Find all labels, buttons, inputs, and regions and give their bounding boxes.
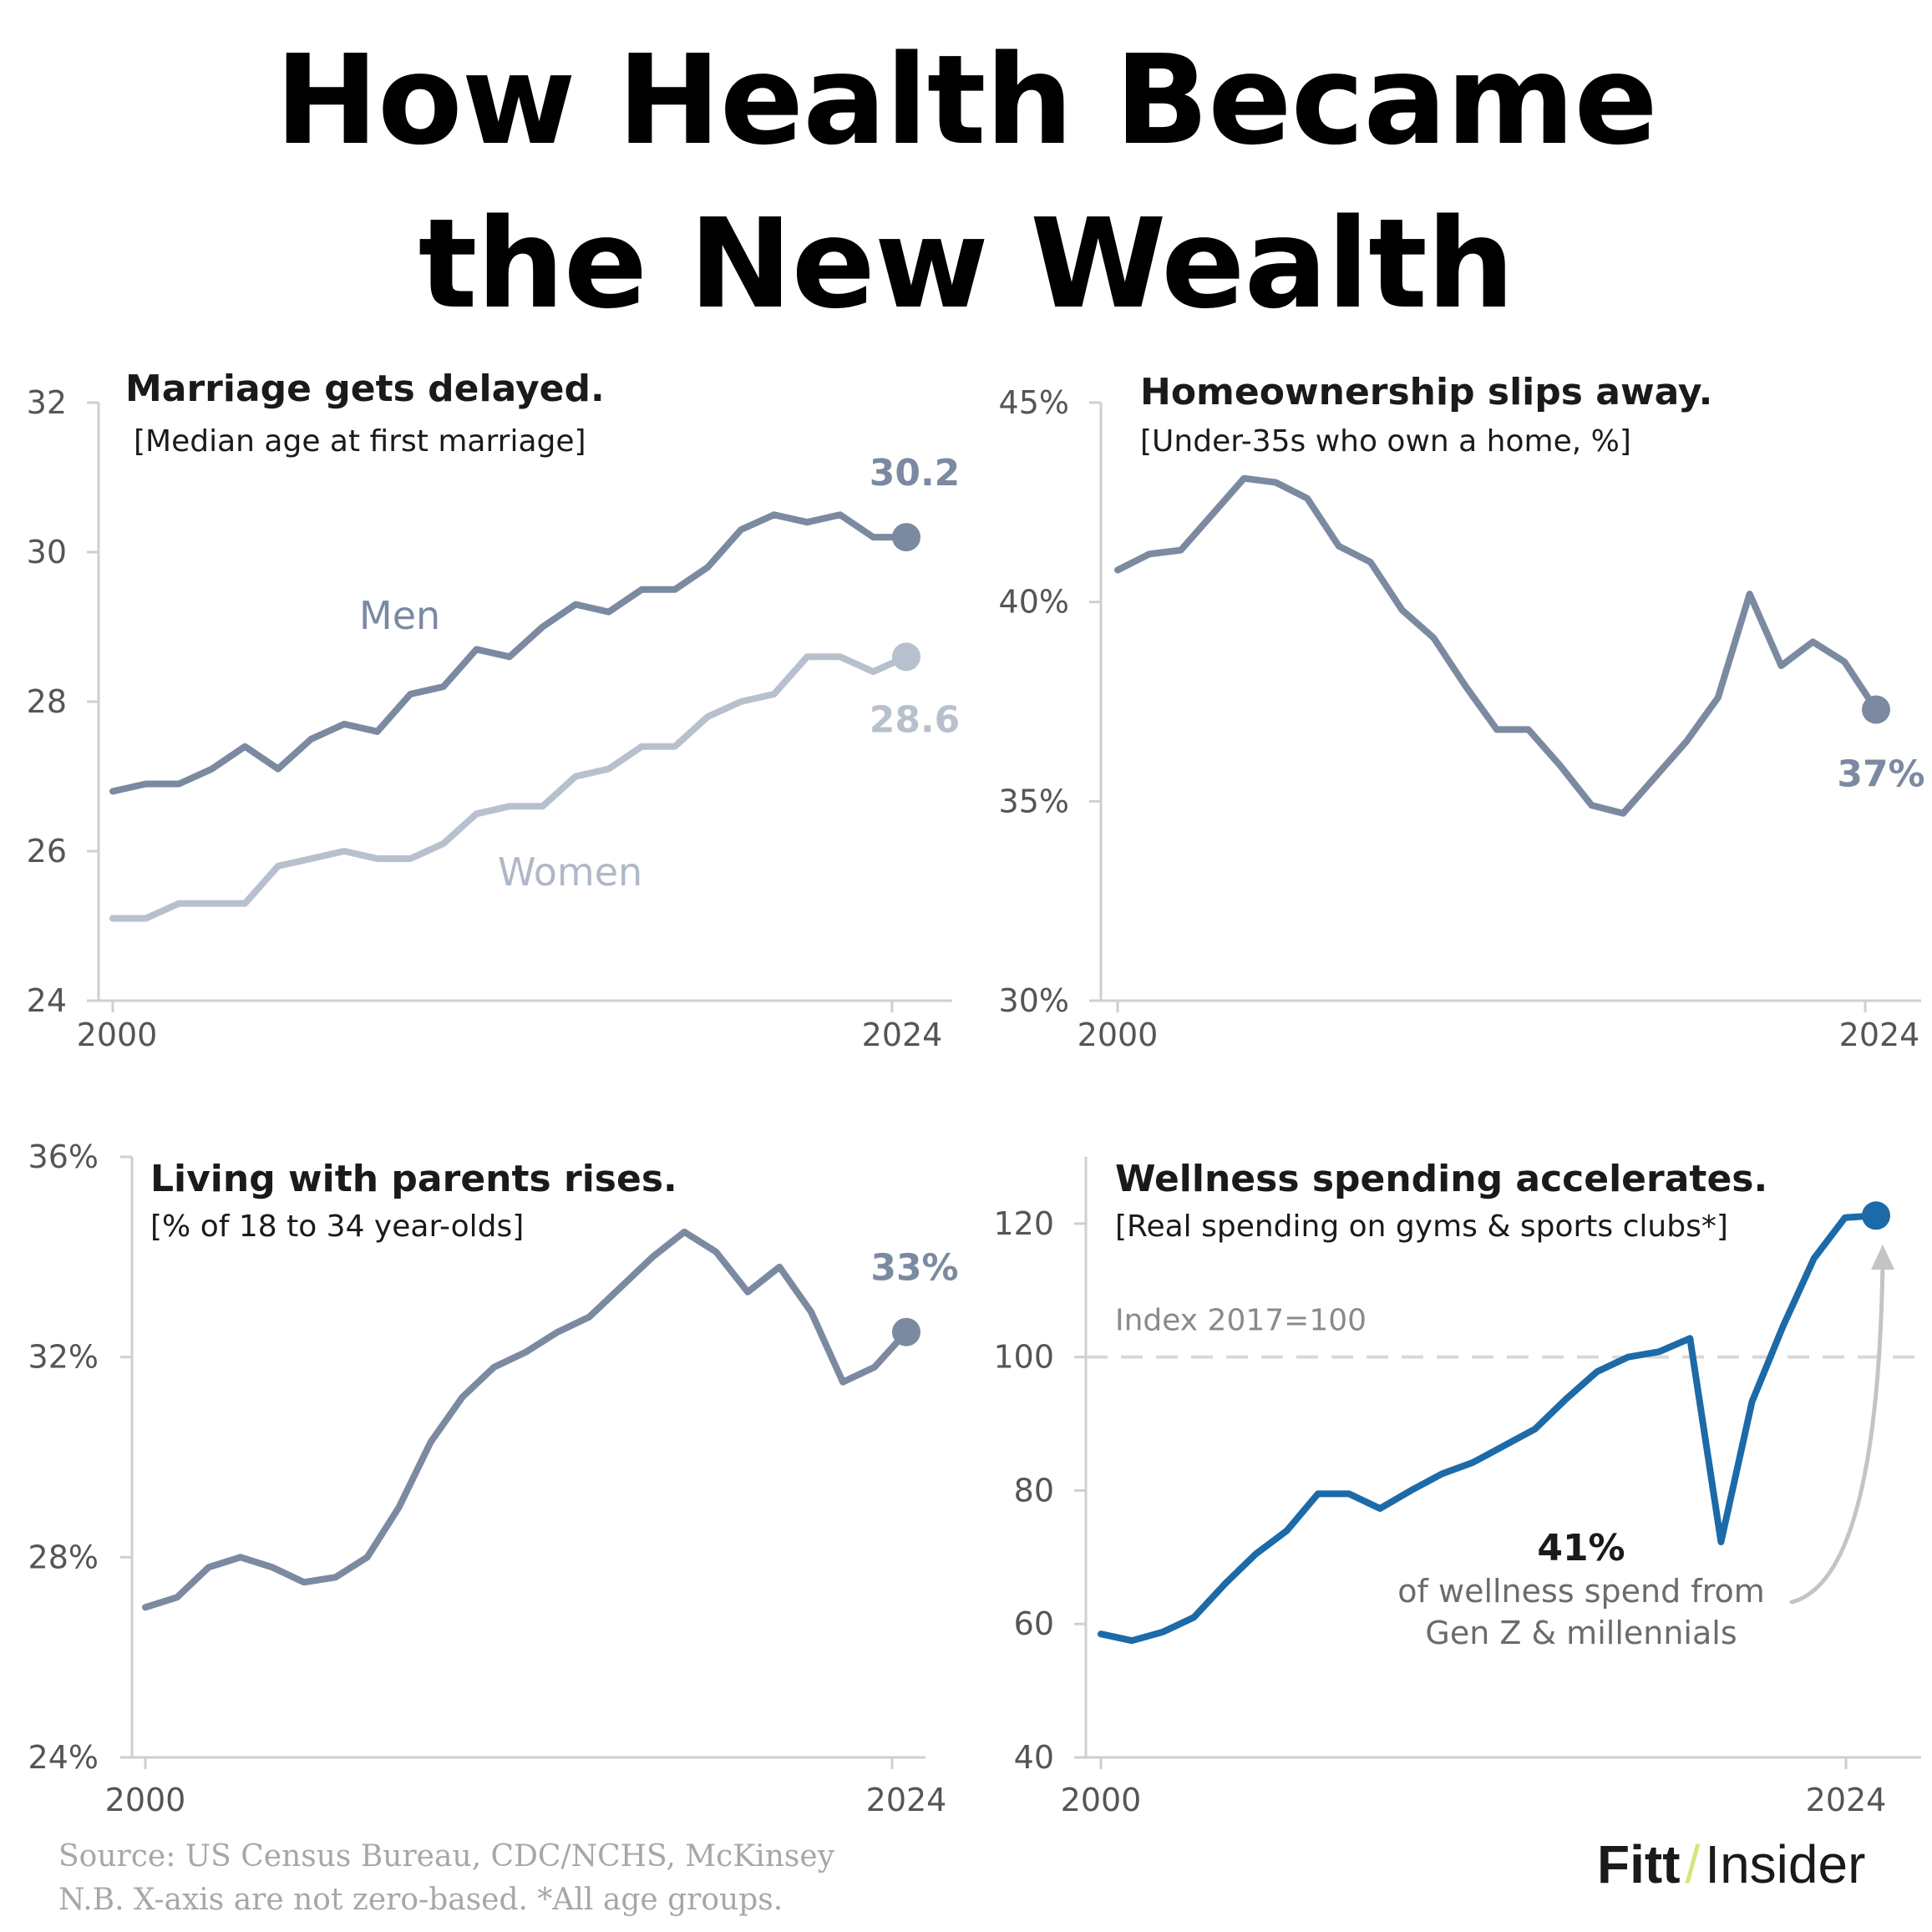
series-name-label: Women (498, 849, 642, 895)
annotation-value: 41% (1537, 1527, 1625, 1569)
y-tick-label: 28% (28, 1539, 99, 1575)
x-tick-label: 2024 (1839, 1017, 1920, 1053)
annotation-arrowhead (1871, 1245, 1894, 1270)
series-line (142, 1228, 910, 1611)
chart-title: Living with parents rises. (150, 1158, 677, 1200)
y-tick-label: 36% (28, 1138, 99, 1175)
series-line (1098, 1212, 1879, 1645)
chart-panel-4: 40 60 80 100 120 2000 2024 Wellness spending ac… (993, 1157, 1925, 1818)
end-point-marker (892, 642, 920, 672)
chart-subtitle: [Under-35s who own a home, %] (1140, 424, 1631, 459)
page-title-line-1: How Health Became (275, 28, 1658, 172)
y-tick-label: 40% (999, 584, 1069, 621)
annotation-text: Gen Z & millennials (1425, 1615, 1737, 1651)
x-tick-label: 2000 (1061, 1782, 1142, 1818)
y-tick-label: 30% (999, 982, 1069, 1019)
y-tick-label: 40 (1014, 1739, 1054, 1776)
series-line (109, 653, 910, 922)
y-tick-label: 32% (28, 1339, 99, 1376)
chart-subtitle: [% of 18 to 34 year-olds] (150, 1209, 524, 1244)
y-tick-label: 24% (28, 1739, 99, 1776)
end-point-marker (892, 1317, 920, 1346)
annotation-arrow (1789, 1259, 1885, 1605)
brand-logo: Fitt/Insider (1597, 1833, 1865, 1895)
y-tick-label: 32 (27, 384, 67, 421)
end-value-label: 33% (870, 1247, 958, 1290)
brand-slash: / (1685, 1834, 1701, 1894)
end-value-label: 37% (1837, 753, 1924, 796)
end-point-marker (1862, 695, 1890, 724)
x-tick-label: 2000 (1078, 1017, 1159, 1053)
chart-title: Marriage gets delayed. (125, 368, 605, 410)
y-tick-label: 45% (999, 384, 1069, 421)
axis-note: N.B. X-axis are not zero-based. *All age… (58, 1883, 783, 1917)
x-tick-label: 2024 (1806, 1782, 1887, 1818)
y-tick-label: 35% (999, 783, 1069, 819)
end-point-marker (892, 523, 920, 552)
y-tick-label: 24 (27, 982, 67, 1019)
y-tick-label: 60 (1014, 1605, 1054, 1642)
chart-panel-2: 30% 35% 40% 45% 2000 2024 Homeownership slips … (999, 371, 1925, 1053)
chart-title: Wellness spending accelerates. (1115, 1158, 1767, 1200)
series-line (1114, 474, 1879, 817)
end-value-label: 28.6 (870, 698, 961, 741)
x-tick-label: 2024 (862, 1017, 943, 1053)
x-tick-label: 2024 (866, 1782, 947, 1818)
y-tick-label: 80 (1014, 1472, 1054, 1509)
y-tick-label: 100 (993, 1339, 1054, 1376)
chart-subtitle: [Median age at first marriage] (134, 424, 586, 459)
chart-title: Homeownership slips away. (1140, 371, 1712, 413)
x-tick-label: 2000 (105, 1782, 186, 1818)
chart-subtitle: [Real spending on gyms & sports clubs*] (1115, 1209, 1728, 1244)
y-tick-label: 26 (27, 833, 67, 870)
page-title-line-2: the New Wealth (418, 192, 1515, 336)
end-value-label: 30.2 (870, 452, 961, 494)
series-name-label: Men (359, 593, 440, 638)
y-tick-label: 30 (27, 534, 67, 570)
source-note: Source: US Census Bureau, CDC/NCHS, McKi… (58, 1839, 835, 1874)
y-tick-label: 120 (993, 1205, 1054, 1242)
x-tick-label: 2000 (77, 1017, 158, 1053)
reference-line-label: Index 2017=100 (1115, 1304, 1367, 1338)
chart-panel-3: 24% 28% 32% 36% 2000 2024 Living with parents … (28, 1138, 959, 1818)
series-line (109, 511, 910, 795)
end-point-marker (1862, 1201, 1890, 1230)
brand-part-2: Insider (1705, 1834, 1866, 1894)
page-title: How Health Became the New Wealth (0, 18, 1932, 346)
y-tick-label: 28 (27, 683, 67, 720)
chart-panel-1: 24 26 28 30 32 2000 2024 Marriage gets delayed.… (27, 368, 961, 1053)
brand-part-1: Fitt (1597, 1834, 1681, 1894)
annotation-text: of wellness spend from (1397, 1573, 1764, 1610)
